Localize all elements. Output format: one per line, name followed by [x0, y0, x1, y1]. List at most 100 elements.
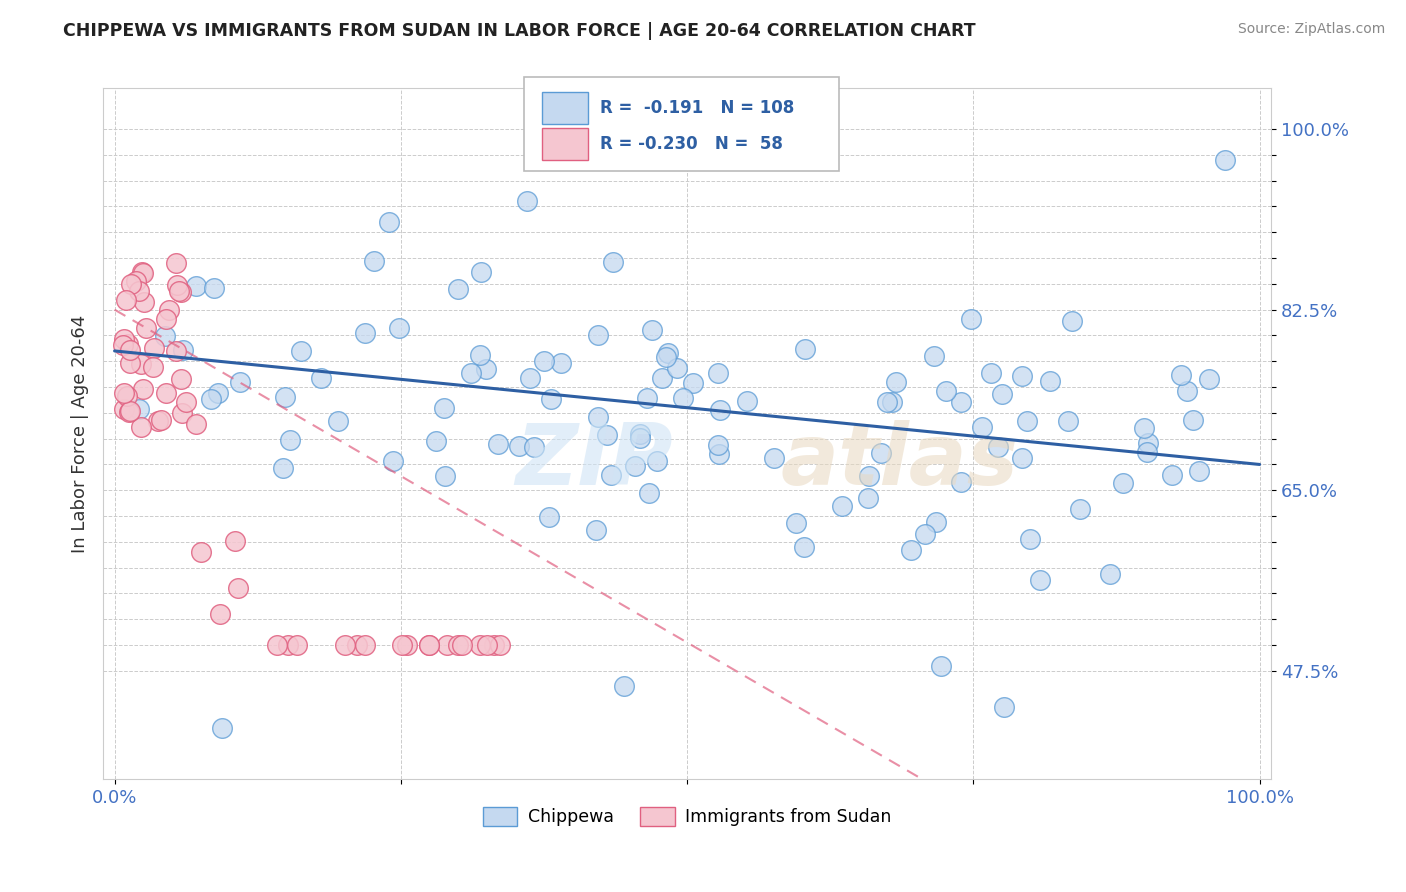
Point [186, 417, 208, 432]
Point [475, 638, 498, 652]
Point [190, 545, 212, 559]
Point [950, 475, 973, 489]
Point [884, 375, 907, 389]
Point [468, 638, 491, 652]
Point [346, 638, 368, 652]
Point [149, 413, 172, 427]
Point [170, 285, 193, 300]
Point [120, 355, 142, 369]
Point [929, 658, 952, 673]
Point [172, 343, 194, 357]
Point [960, 311, 983, 326]
Point [636, 391, 658, 405]
Point [111, 338, 134, 352]
Point [211, 721, 233, 735]
Point [285, 638, 308, 652]
Point [793, 342, 815, 356]
Point [869, 446, 891, 460]
Point [735, 394, 758, 409]
Point [115, 293, 138, 308]
Point [157, 302, 180, 317]
Point [707, 447, 730, 461]
Point [630, 431, 652, 445]
Point [1039, 374, 1062, 388]
Point [128, 401, 150, 416]
Point [200, 392, 222, 406]
Point [135, 320, 157, 334]
Point [396, 638, 419, 652]
Point [475, 361, 498, 376]
Point [588, 327, 610, 342]
Point [128, 284, 150, 298]
Point [174, 394, 197, 409]
Point [446, 282, 468, 296]
Point [274, 390, 297, 404]
Point [167, 284, 190, 298]
Point [595, 428, 617, 442]
Point [925, 515, 948, 529]
Point [858, 469, 880, 483]
Point [326, 414, 349, 428]
Point [537, 510, 560, 524]
Point [628, 426, 651, 441]
Point [1019, 532, 1042, 546]
Point [153, 328, 176, 343]
Point [120, 277, 142, 292]
Point [1112, 475, 1135, 490]
Point [666, 360, 689, 375]
Point [831, 500, 853, 514]
Point [1133, 421, 1156, 435]
Point [155, 311, 177, 326]
Point [585, 523, 607, 537]
Point [706, 366, 728, 380]
Point [460, 367, 482, 381]
Point [207, 385, 229, 400]
Point [519, 371, 541, 385]
Point [224, 533, 246, 548]
Point [540, 392, 562, 407]
Point [388, 321, 411, 335]
Point [1136, 435, 1159, 450]
Point [641, 322, 664, 336]
Point [1057, 414, 1080, 428]
Point [436, 638, 458, 652]
Legend: Chippewa, Immigrants from Sudan: Chippewa, Immigrants from Sudan [475, 799, 898, 833]
Point [1011, 369, 1033, 384]
Point [651, 370, 673, 384]
Point [418, 638, 440, 652]
Point [378, 215, 401, 229]
FancyBboxPatch shape [523, 78, 839, 170]
Point [993, 700, 1015, 714]
Point [354, 326, 377, 340]
Y-axis label: In Labor Force | Age 20-64: In Labor Force | Age 20-64 [72, 314, 89, 553]
Point [922, 349, 945, 363]
Point [856, 491, 879, 505]
Point [433, 401, 456, 415]
Point [208, 607, 231, 621]
Point [645, 454, 668, 468]
Point [991, 387, 1014, 401]
Point [914, 527, 936, 541]
Point [202, 281, 225, 295]
Point [447, 638, 470, 652]
Point [120, 404, 142, 418]
Point [709, 403, 731, 417]
Point [980, 366, 1002, 380]
Point [290, 344, 312, 359]
Point [112, 401, 135, 416]
Point [277, 638, 299, 652]
Point [935, 384, 957, 398]
Point [118, 343, 141, 357]
Point [602, 255, 624, 269]
Point [1069, 502, 1091, 516]
Point [170, 372, 193, 386]
Text: atlas: atlas [780, 419, 1019, 503]
Text: ZIP: ZIP [515, 419, 672, 503]
Point [271, 461, 294, 475]
Point [382, 454, 405, 468]
Point [488, 638, 510, 652]
Point [508, 438, 530, 452]
Point [418, 638, 440, 652]
Point [166, 277, 188, 292]
Point [1213, 153, 1236, 167]
